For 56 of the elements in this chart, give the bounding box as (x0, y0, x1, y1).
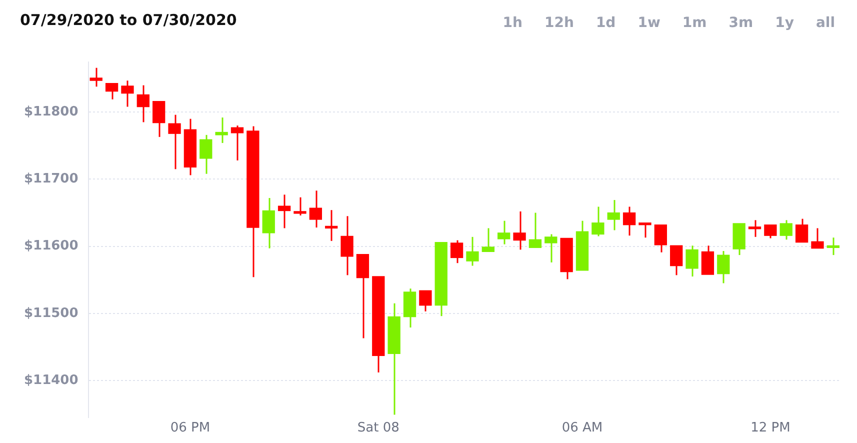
candlestick (340, 215, 354, 276)
text: 1y (774, 14, 795, 33)
candlestick (592, 206, 604, 237)
candlestick (622, 206, 636, 236)
candlestick (811, 227, 824, 250)
candlestick (294, 196, 306, 216)
candlestick (654, 224, 667, 254)
text: 12h (543, 14, 575, 33)
candlestick (498, 220, 510, 246)
candlestick (826, 236, 840, 256)
chart-title: 07/29/2020 to 07/30/2020 (20, 11, 237, 29)
candlestick (780, 219, 792, 240)
candlestick (701, 244, 714, 276)
y-tick-label: $11500 (24, 306, 78, 321)
candlestick (607, 199, 620, 231)
candlestick (482, 227, 494, 252)
text: 1h (502, 14, 524, 33)
candlestick (513, 210, 526, 250)
candlestick (121, 80, 134, 108)
candlestick (230, 124, 244, 162)
candlestick (90, 67, 102, 88)
y-tick-label: $11600 (24, 238, 78, 254)
x-tick-label: 06 PM (170, 420, 210, 436)
candlestick (105, 82, 118, 100)
text: 1m (681, 14, 708, 33)
candlestick (795, 218, 808, 244)
candlestick (152, 100, 166, 138)
y-tick-label: $11800 (24, 104, 78, 120)
text: all (814, 14, 836, 33)
candlestick (748, 219, 762, 238)
candlestick (200, 134, 212, 175)
candlestick (544, 233, 558, 264)
y-tick-label: $11400 (24, 372, 78, 388)
text: 1w (636, 14, 662, 33)
candlestick (136, 84, 150, 123)
candlestick (717, 250, 730, 284)
candlestick (419, 290, 432, 312)
candlestick (764, 224, 777, 240)
candlestick (638, 222, 652, 238)
x-tick-label: Sat 08 (357, 420, 400, 436)
candlestick (325, 209, 338, 242)
candlestick (278, 194, 291, 229)
candlestick (466, 236, 479, 267)
candlestick (528, 212, 542, 248)
text: 1d (594, 14, 617, 33)
candlestick (309, 190, 322, 228)
candlestick (215, 116, 228, 144)
x-tick-label: 12 PM (750, 420, 790, 436)
candlestick (670, 244, 683, 276)
text: 3m (728, 14, 754, 33)
candlestick (450, 240, 464, 264)
y-tick-label: $11700 (24, 172, 78, 187)
candlestick (168, 114, 181, 170)
x-tick-label: 06 AM (562, 420, 603, 436)
candlestick (262, 197, 275, 250)
candlestick (686, 244, 698, 278)
